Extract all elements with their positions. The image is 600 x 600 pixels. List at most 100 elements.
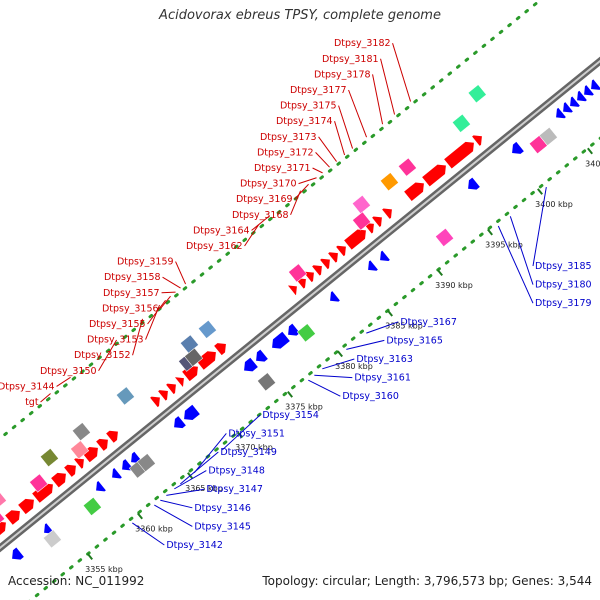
gene-label-forward: Dtpsy_3181	[322, 54, 379, 65]
map-title: Acidovorax ebreus TPSY, complete genome	[159, 8, 441, 23]
reverse-gene-arrow	[556, 107, 566, 119]
leader-line	[298, 177, 317, 185]
gene-label-forward: Dtpsy_3169	[236, 194, 293, 205]
forward-gene-arrow	[96, 438, 108, 451]
leader-line	[372, 74, 384, 125]
gene-label-reverse: Dtpsy_3151	[228, 428, 285, 439]
gene-label-forward: Dtpsy_3162	[186, 241, 243, 252]
feature-box	[379, 172, 399, 192]
reverse-gene-arrow	[256, 349, 268, 362]
gene-label-reverse: Dtpsy_3167	[400, 317, 457, 328]
inner-dot-ring	[28, 136, 600, 600]
feature-box	[82, 496, 102, 516]
gene-label-reverse: Dtpsy_3154	[262, 410, 319, 421]
gene-label-forward: Dtpsy_3177	[290, 85, 347, 96]
leader-line	[334, 121, 346, 156]
leader-line	[221, 414, 261, 451]
leader-line	[161, 291, 176, 294]
leader-line	[132, 522, 165, 546]
forward-gene-arrow	[312, 265, 322, 276]
gene-label-forward: Dtpsy_3153	[87, 335, 144, 346]
leader-line	[193, 433, 227, 473]
feature-box	[296, 323, 316, 343]
leader-line	[314, 374, 353, 379]
leader-line	[348, 89, 368, 138]
forward-gene-arrow	[382, 208, 392, 219]
gene-label-forward: Dtpsy_3170	[240, 179, 297, 190]
forward-gene-arrow	[51, 472, 66, 488]
leader-line	[40, 393, 51, 403]
genome-backbone	[0, 56, 600, 553]
gene-features	[0, 79, 600, 560]
reverse-gene-arrow	[122, 459, 133, 471]
leader-line	[366, 321, 399, 334]
leader-line	[132, 318, 144, 356]
forward-gene-arrow	[214, 343, 226, 356]
forward-gene-arrow	[372, 216, 382, 227]
forward-gene-arrow	[344, 229, 366, 250]
leader-line	[497, 225, 534, 304]
tick-mark	[237, 431, 243, 439]
gene-label-forward: Dtpsy_3158	[104, 272, 161, 283]
feature-box	[397, 157, 417, 177]
feature-box	[0, 508, 6, 528]
feature-box	[29, 473, 49, 493]
gene-label-reverse: Dtpsy_3165	[386, 335, 443, 346]
forward-gene-arrow	[150, 396, 160, 408]
forward-gene-arrow	[166, 383, 176, 395]
reverse-gene-arrow	[577, 90, 587, 102]
feature-box	[351, 194, 371, 214]
leader-line	[322, 358, 355, 370]
leader-line	[160, 499, 193, 509]
gene-label-forward: Dtpsy_3174	[276, 116, 333, 127]
leader-line	[162, 276, 181, 289]
leader-line	[346, 339, 385, 350]
leader-line	[380, 58, 396, 115]
reverse-gene-arrow	[272, 331, 290, 349]
leader-line	[98, 339, 117, 372]
gene-label-reverse: Dtpsy_3185	[535, 261, 592, 272]
kbp-ticks: 3355 kbp 3360 kbp 3365 kbp 3370 kbp 3375 kbp…	[85, 147, 600, 574]
tick-mark	[287, 391, 293, 398]
leader-line	[174, 470, 207, 490]
forward-gene-arrow	[288, 285, 297, 296]
leader-line	[294, 183, 309, 200]
leader-line	[532, 186, 547, 267]
gene-label-forward: Dtpsy_3156	[102, 303, 159, 314]
gene-label-forward: Dtpsy_3155	[89, 319, 146, 330]
reverse-gene-arrow	[330, 291, 340, 302]
gene-label-reverse: Dtpsy_3161	[354, 373, 411, 384]
forward-gene-arrow	[175, 377, 184, 387]
tick-mark	[487, 228, 493, 236]
reverse-gene-arrow	[468, 177, 480, 190]
forward-gene-arrow	[106, 430, 118, 443]
gene-label-forward: Dtpsy_3152	[74, 350, 131, 361]
feature-box	[257, 372, 277, 392]
tick-label: 3375 kbp	[285, 403, 323, 412]
reverse-gene-arrow	[563, 102, 573, 113]
gene-label-reverse: Dtpsy_3146	[194, 503, 251, 514]
leader-line	[312, 167, 323, 174]
leader-line	[179, 451, 219, 485]
gene-label-forward: Dtpsy_3164	[193, 225, 250, 236]
reverse-gene-arrow	[584, 85, 594, 96]
gene-label-reverse: Dtpsy_3147	[206, 484, 263, 495]
tick-mark	[537, 188, 543, 195]
reverse-gene-arrow	[174, 416, 186, 429]
feature-box	[136, 453, 156, 473]
feature-box	[42, 529, 62, 549]
tick-label: 3405 kbp	[585, 159, 600, 168]
reverse-gene-arrow	[591, 79, 600, 90]
reverse-gene-arrow	[112, 468, 122, 479]
leader-line	[166, 488, 205, 496]
forward-gene-arrow	[158, 390, 168, 401]
gene-label-forward: Dtpsy_3168	[232, 210, 289, 221]
forward-gene-arrow	[472, 135, 482, 146]
gene-label-forward: Dtpsy_3178	[314, 69, 371, 80]
feature-box	[435, 227, 455, 247]
gene-label-reverse: Dtpsy_3148	[208, 466, 265, 477]
feature-box	[352, 211, 372, 231]
reverse-gene-arrow	[512, 141, 524, 154]
leader-line	[338, 105, 354, 149]
